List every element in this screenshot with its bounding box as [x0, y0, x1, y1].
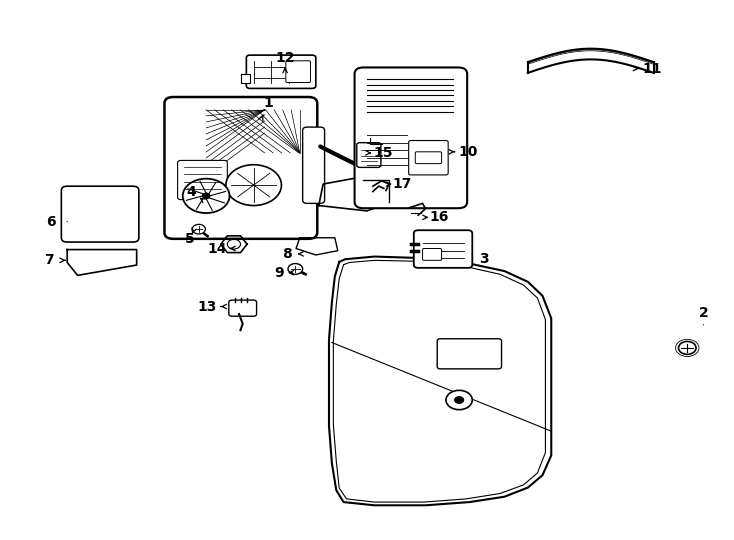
FancyBboxPatch shape [437, 339, 501, 369]
Text: 4: 4 [186, 185, 197, 199]
FancyBboxPatch shape [286, 61, 310, 83]
Text: 9: 9 [275, 266, 284, 280]
FancyBboxPatch shape [414, 230, 472, 268]
FancyBboxPatch shape [247, 55, 316, 89]
Circle shape [226, 165, 281, 206]
FancyBboxPatch shape [178, 160, 228, 200]
Text: 8: 8 [282, 247, 291, 261]
FancyBboxPatch shape [229, 300, 257, 316]
Text: 3: 3 [479, 252, 489, 266]
Text: 11: 11 [642, 62, 662, 76]
FancyBboxPatch shape [357, 143, 381, 167]
Circle shape [183, 179, 230, 213]
Circle shape [678, 341, 696, 354]
Circle shape [228, 239, 241, 249]
Text: 1: 1 [264, 97, 273, 111]
Polygon shape [241, 74, 250, 83]
Text: 6: 6 [46, 215, 56, 228]
FancyBboxPatch shape [409, 140, 448, 175]
Text: 14: 14 [207, 241, 227, 255]
Circle shape [186, 192, 197, 200]
Text: 17: 17 [393, 177, 412, 191]
Text: 5: 5 [185, 232, 195, 246]
FancyBboxPatch shape [302, 127, 324, 204]
Circle shape [288, 264, 302, 274]
Text: 2: 2 [699, 306, 708, 320]
Text: 16: 16 [429, 211, 448, 224]
Text: 10: 10 [458, 145, 478, 159]
Circle shape [203, 193, 210, 199]
Circle shape [455, 397, 464, 403]
Text: 13: 13 [198, 300, 217, 314]
Text: 7: 7 [44, 253, 54, 267]
Text: 12: 12 [275, 51, 295, 65]
Text: 15: 15 [374, 146, 393, 160]
Polygon shape [363, 180, 389, 202]
Circle shape [192, 224, 206, 234]
FancyBboxPatch shape [164, 97, 317, 239]
FancyBboxPatch shape [62, 186, 139, 242]
FancyBboxPatch shape [423, 248, 442, 260]
Circle shape [446, 390, 472, 410]
FancyBboxPatch shape [355, 68, 467, 208]
FancyBboxPatch shape [415, 152, 442, 164]
